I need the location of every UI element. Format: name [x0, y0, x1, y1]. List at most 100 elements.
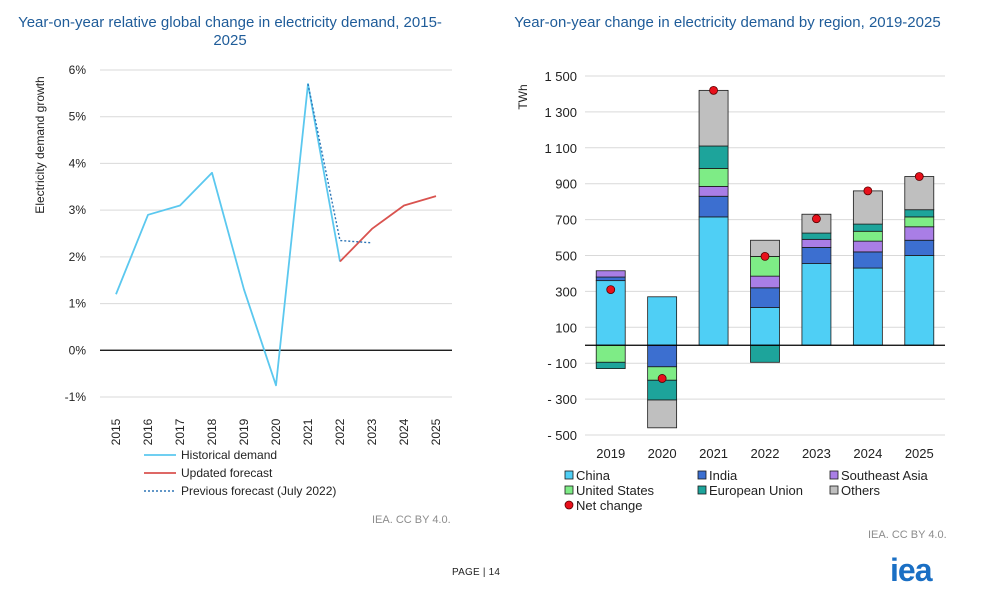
y-tick-label: -1% [65, 390, 87, 404]
legend-swatch [697, 470, 707, 480]
y-tick-label: 100 [555, 320, 577, 335]
bar-china-2024 [852, 267, 883, 346]
bar-southeast-asia-2024 [852, 240, 883, 253]
series-line-updated-forecast [339, 195, 437, 263]
legend-swatch [564, 500, 574, 510]
bar-southeast-asia-2022 [750, 275, 780, 289]
legend-swatch [697, 485, 707, 495]
bar-china-2023 [801, 263, 832, 346]
x-tick-label: 2020 [269, 418, 283, 445]
x-tick-label: 2021 [699, 446, 728, 461]
x-tick-label: 2016 [141, 418, 155, 445]
bar-others-2024 [852, 190, 883, 225]
right-chart-title: Year-on-year change in electricity deman… [514, 14, 941, 31]
bar-european-union-2022 [750, 344, 780, 363]
y-axis-label: TWh [516, 84, 530, 109]
bar-india-2019 [595, 276, 626, 282]
page-number: PAGE | 14 [452, 567, 501, 578]
bar-others-2021 [698, 89, 729, 147]
x-tick-label: 2025 [429, 418, 443, 445]
demand-growth-line-chart: -1% 0% 1% 2% 3% 4% 5% 6% 2015 2016 2017 2018 2019 202… [33, 63, 452, 498]
bar-united-states-2019 [595, 344, 626, 363]
x-tick-label: 2018 [205, 418, 219, 445]
legend-swatch [564, 470, 574, 480]
y-tick-label: 1% [69, 297, 87, 311]
y-axis-label: Electricity demand growth [33, 76, 47, 213]
y-tick-label: 4% [69, 156, 87, 170]
y-tick-label: 1 100 [544, 141, 577, 156]
iea-logo: iea [890, 555, 934, 585]
bar-china-2025 [904, 255, 935, 346]
bar-india-2025 [904, 239, 935, 256]
bar-india-2020 [647, 344, 678, 368]
bar-united-states-2025 [904, 216, 935, 228]
bar-european-union-2024 [852, 223, 883, 232]
net-change-marker-2023 [812, 214, 821, 224]
bar-southeast-asia-2019 [595, 270, 626, 278]
credit-left: IEA. CC BY 4.0. [372, 514, 451, 526]
bar-european-union-2021 [698, 145, 729, 169]
y-tick-label: 6% [69, 63, 87, 77]
y-tick-label: 2% [69, 250, 87, 264]
y-tick-label: 1 300 [544, 105, 577, 120]
legend-label: Historical demand [181, 448, 277, 462]
legend-label: China [576, 468, 611, 483]
bar-china-2021 [698, 216, 729, 346]
bar-european-union-2023 [801, 232, 832, 240]
x-tick-label: 2019 [237, 418, 251, 445]
y-tick-label: 500 [555, 249, 577, 264]
bar-china-2022 [750, 307, 780, 346]
bar-india-2023 [801, 247, 832, 264]
legend-label: Updated forecast [181, 466, 273, 480]
y-tick-label: 5% [69, 110, 87, 124]
y-tick-label: 1 500 [544, 69, 577, 84]
bar-others-2020 [647, 399, 678, 429]
series-line-previous-forecast-july-2022 [307, 83, 373, 244]
bar-european-union-2025 [904, 209, 935, 218]
legend-label: Others [841, 483, 881, 498]
x-tick-label: 2017 [173, 418, 187, 445]
svg-text:iea: iea [890, 555, 933, 585]
bar-southeast-asia-2023 [801, 238, 832, 248]
y-tick-label: 0% [69, 343, 87, 357]
y-tick-label: 3% [69, 203, 87, 217]
y-tick-label: - 300 [547, 392, 577, 407]
x-tick-label: 2022 [751, 446, 780, 461]
y-tick-label: - 500 [547, 428, 577, 443]
y-tick-label: 900 [555, 177, 577, 192]
net-change-marker-2021 [709, 85, 718, 95]
y-tick-label: 700 [555, 213, 577, 228]
bar-china-2020 [647, 296, 678, 346]
legend-swatch [564, 485, 574, 495]
x-tick-label: 2022 [333, 418, 347, 445]
legend-label: United States [576, 483, 655, 498]
bar-european-union-2019 [595, 361, 626, 369]
legend-swatch [829, 470, 839, 480]
legend-label: Previous forecast (July 2022) [181, 484, 336, 498]
bar-southeast-asia-2021 [698, 185, 729, 197]
legend-label: India [709, 468, 738, 483]
legend-swatch [829, 485, 839, 495]
x-tick-label: 2023 [802, 446, 831, 461]
bar-india-2024 [852, 251, 883, 269]
x-tick-label: 2025 [905, 446, 934, 461]
y-tick-label: 300 [555, 284, 577, 299]
net-change-marker-2020 [657, 374, 667, 383]
x-tick-label: 2015 [109, 418, 123, 445]
legend-label: European Union [709, 483, 803, 498]
x-tick-label: 2019 [596, 446, 625, 461]
bar-united-states-2021 [698, 168, 729, 187]
bar-united-states-2024 [852, 230, 883, 242]
net-change-marker-2022 [760, 251, 770, 261]
bar-european-union-2020 [647, 379, 678, 401]
bar-southeast-asia-2025 [904, 226, 935, 241]
legend-label: Net change [576, 498, 643, 513]
x-tick-label: 2020 [648, 446, 677, 461]
x-tick-label: 2021 [301, 418, 315, 445]
bar-others-2025 [904, 176, 935, 211]
x-tick-label: 2023 [365, 418, 379, 445]
net-change-marker-2024 [863, 186, 873, 196]
net-change-marker-2019 [606, 285, 616, 295]
regional-demand-bar-chart: - 500 - 300 - 100 100 300 500 700 900 1 100 1 300… [516, 69, 945, 513]
left-chart-title: Year-on-year relative global change in e… [18, 14, 442, 49]
